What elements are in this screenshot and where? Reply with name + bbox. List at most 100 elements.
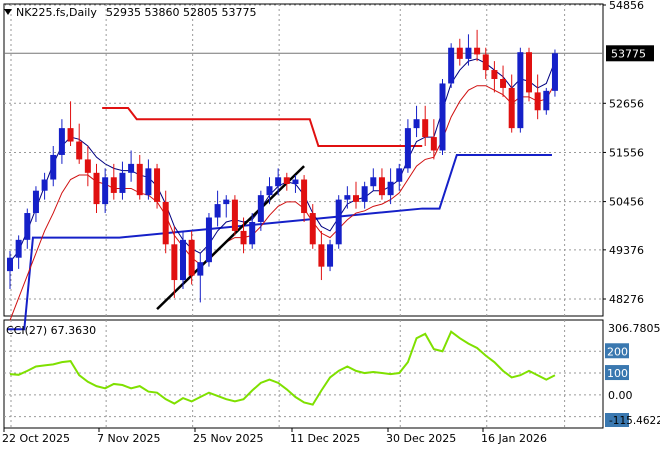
- candle-bear: [353, 195, 359, 202]
- candle-bear: [301, 179, 308, 214]
- candle-bear: [526, 52, 532, 93]
- price-tick-label: 48276: [609, 293, 644, 306]
- candle-bull: [396, 168, 403, 182]
- candle-bull: [361, 186, 368, 202]
- candle-bear: [93, 172, 100, 205]
- candle-bull: [128, 163, 135, 173]
- candle-bull: [551, 53, 558, 91]
- candles: [7, 29, 558, 303]
- cci-line: [9, 330, 556, 406]
- candle-bull: [50, 154, 57, 180]
- trend-line: [156, 165, 305, 310]
- time-tick-label: 7 Nov 2025: [97, 432, 160, 445]
- candle-bull: [413, 119, 420, 129]
- chart-ohlc: 52935 53860 52805 53775: [106, 6, 256, 19]
- fast-ma-line: [9, 58, 556, 263]
- trend-line: [156, 165, 305, 310]
- candle-bull: [102, 177, 109, 205]
- cci-panel-frame: [3, 319, 604, 429]
- candle-bull: [335, 199, 342, 245]
- cci-label: CCI(27) 67.3630: [6, 324, 96, 337]
- candle-bull: [448, 47, 455, 84]
- price-tick-label: 51556: [609, 146, 644, 159]
- candle-bull: [58, 128, 65, 155]
- candle-bull: [387, 181, 394, 196]
- candle-bear: [309, 213, 316, 245]
- candle-bull: [327, 244, 334, 267]
- triangle-down-icon[interactable]: [4, 9, 12, 15]
- stop-line-red: [102, 107, 423, 148]
- candle-bull: [266, 186, 273, 196]
- candle-bull: [205, 217, 212, 263]
- candle-bull: [344, 195, 351, 200]
- candle-bear: [136, 163, 143, 196]
- candle-bear: [508, 87, 515, 129]
- candle-bear: [318, 244, 325, 267]
- candle-bear: [500, 78, 507, 88]
- stop-lines: [7, 107, 552, 331]
- price-tick-label: 52656: [609, 97, 644, 110]
- candle-bear: [378, 177, 385, 196]
- cci-level-badge: [605, 413, 629, 427]
- candle-bull: [249, 221, 256, 245]
- candle-bear: [154, 168, 161, 202]
- candle-bear: [67, 128, 74, 142]
- cci-tick-label: -115.4622: [609, 415, 660, 427]
- candle-bull: [7, 257, 13, 272]
- candle-bull: [543, 90, 550, 111]
- price-tick-label: 50456: [609, 196, 644, 209]
- cci-level-label: 100: [607, 367, 628, 380]
- cci-tick-label: 0.00: [608, 389, 633, 402]
- candle-bear: [534, 92, 541, 111]
- cci-line-group: [9, 330, 556, 406]
- candle-bull: [465, 47, 472, 59]
- moving-averages: [9, 58, 556, 321]
- candle-bull: [32, 190, 39, 214]
- time-tick-label: 25 Nov 2025: [193, 432, 263, 445]
- candle-bear: [84, 159, 91, 173]
- candle-bear: [474, 47, 481, 55]
- candle-bear: [110, 177, 117, 193]
- price-tick-label: 49376: [609, 244, 644, 257]
- candle-bear: [430, 137, 437, 151]
- candle-bear: [482, 54, 489, 71]
- cci-tick-label: 306.7805: [608, 322, 660, 335]
- candle-bull: [439, 83, 446, 151]
- candle-bear: [231, 199, 238, 231]
- cci-level-label: 200: [607, 345, 628, 358]
- candle-bull: [214, 204, 221, 218]
- time-tick-label: 16 Jan 2026: [481, 432, 547, 445]
- candle-bull: [24, 213, 31, 240]
- current-price-label: 53775: [611, 47, 646, 60]
- candle-bull: [517, 52, 524, 129]
- price-tick-label: 54856: [609, 0, 644, 12]
- candle-bull: [41, 179, 48, 191]
- chart-symbol: NK225.fs,Daily: [16, 6, 97, 19]
- current-price-badge: [606, 45, 654, 62]
- cci-level-badge: [605, 365, 629, 381]
- candle-bull: [370, 177, 377, 187]
- candle-bear: [188, 239, 195, 276]
- candle-bear: [162, 201, 169, 245]
- grid-lines: [4, 4, 603, 428]
- candle-bear: [171, 244, 178, 281]
- time-tick-label: 11 Dec 2025: [290, 432, 360, 445]
- panel-frames: [3, 3, 604, 429]
- candle-bull: [197, 262, 204, 276]
- candle-bear: [76, 141, 83, 160]
- candle-bear: [240, 230, 247, 245]
- candle-bear: [491, 70, 498, 79]
- candle-bear: [422, 119, 429, 138]
- price-panel-frame: [3, 3, 604, 317]
- candle-bull: [292, 179, 299, 184]
- candle-bull: [404, 128, 411, 169]
- candle-bull: [145, 168, 152, 196]
- candle-bear: [283, 177, 290, 184]
- stop-line-blue: [7, 153, 552, 331]
- slow-ma-line: [9, 83, 556, 321]
- candle-bull: [180, 239, 186, 281]
- cci-level-badge: [605, 343, 629, 359]
- candle-bull: [119, 172, 126, 193]
